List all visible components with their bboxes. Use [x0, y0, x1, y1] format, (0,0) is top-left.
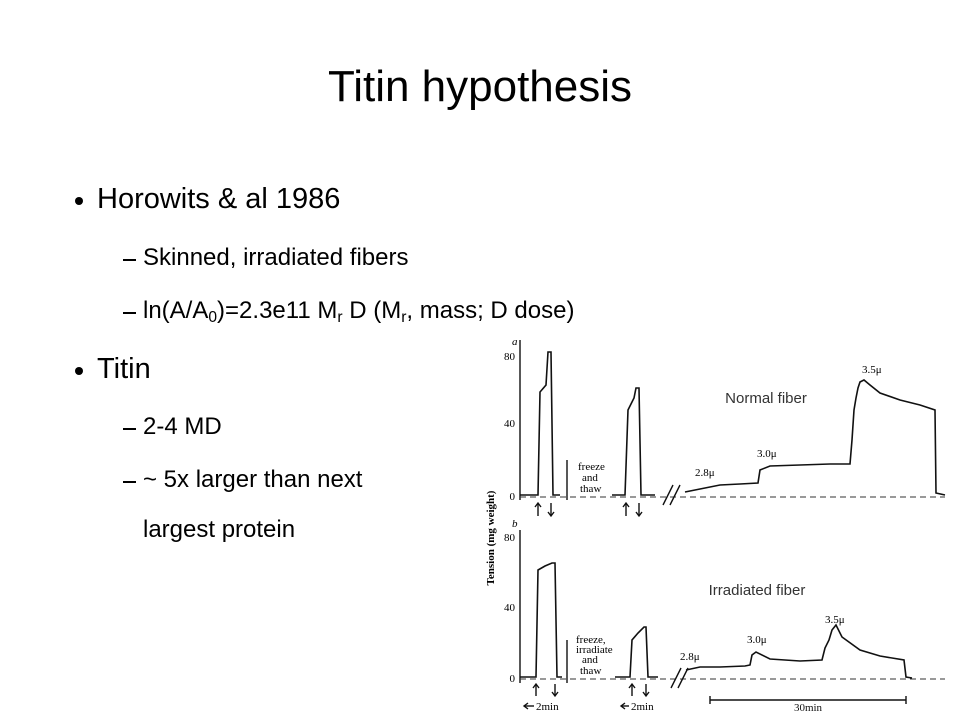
bullet-dot — [75, 197, 83, 205]
trace — [685, 623, 913, 679]
formula: ln(A/A — [143, 297, 209, 324]
time-label: 30min — [794, 702, 823, 714]
treatment: freeze, — [576, 634, 606, 646]
treatment: freeze — [578, 461, 605, 473]
arrows — [522, 682, 907, 710]
subscript: r — [401, 308, 407, 326]
slide-title: Titin hypothesis — [327, 62, 633, 111]
tick-label: 0 — [510, 491, 516, 503]
figure: Tension (mg weight) a 80 40 0 freeze and… — [485, 336, 946, 716]
bullet: Titin — [97, 353, 151, 385]
break — [669, 484, 681, 506]
trace — [520, 562, 562, 678]
treatment: and — [582, 654, 598, 666]
treatment: and — [582, 472, 598, 484]
dash — [123, 259, 136, 261]
length-label: 2.8μ — [680, 651, 700, 663]
sub-bullet: ~ 5x larger than next — [143, 466, 363, 493]
formula: , mass; D dose) — [406, 297, 575, 324]
panel-letter: b — [512, 518, 518, 530]
treatment: irradiate — [576, 644, 613, 656]
formula: )=2.3e11 M — [217, 297, 338, 324]
dash — [123, 312, 136, 314]
dash — [123, 481, 136, 483]
tick-label: 80 — [504, 351, 516, 363]
trace — [684, 379, 946, 496]
break — [677, 667, 689, 689]
length-label: 3.5μ — [825, 614, 845, 626]
trace — [520, 351, 560, 496]
break — [662, 484, 674, 506]
tick-label: 40 — [504, 602, 516, 614]
y-axis-label: Tension (mg weight) — [485, 490, 497, 585]
time-label: 2min — [536, 701, 559, 713]
length-label: 3.0μ — [757, 448, 777, 460]
treatment: thaw — [580, 483, 601, 495]
panel-letter: a — [512, 336, 518, 348]
sub-bullet: ln(A/A0)=2.3e11 Mr D (Mr, mass; D dose) — [143, 297, 574, 325]
bullet: Horowits & al 1986 — [97, 183, 341, 215]
panel-caption: Normal fiber — [725, 390, 807, 407]
break — [670, 667, 682, 689]
length-label: 3.0μ — [747, 634, 767, 646]
tick-label: 80 — [504, 532, 516, 544]
sub-bullet-cont: largest protein — [143, 516, 296, 543]
trace — [615, 626, 658, 678]
trace — [612, 387, 655, 496]
arrows — [534, 501, 643, 518]
tick-label: 40 — [504, 418, 516, 430]
sub-bullet: 2-4 MD — [143, 413, 222, 440]
treatment: thaw — [580, 665, 601, 677]
length-label: 2.8μ — [695, 467, 715, 479]
subscript: r — [337, 308, 343, 326]
dash — [123, 428, 136, 430]
subscript: 0 — [208, 308, 218, 326]
bullet-dot — [75, 367, 83, 375]
time-label: 2min — [631, 701, 654, 713]
sub-bullet: Skinned, irradiated fibers — [143, 244, 409, 271]
panel-caption: Irradiated fiber — [709, 582, 806, 599]
formula: D (M — [342, 297, 402, 324]
tick-label: 0 — [510, 673, 516, 685]
length-label: 3.5μ — [862, 364, 882, 376]
